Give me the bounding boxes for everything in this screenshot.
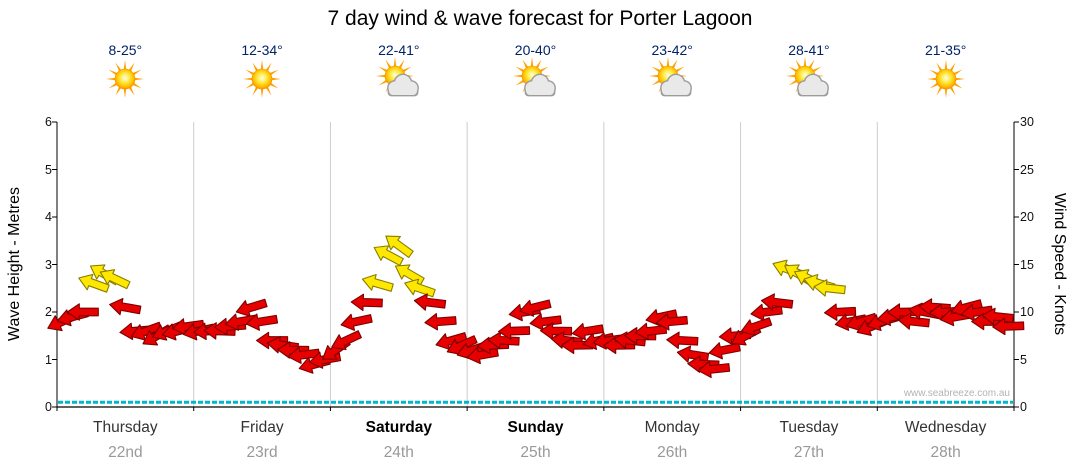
- day-label: Thursday: [93, 419, 158, 436]
- right-axis-tick-label: 10: [1020, 305, 1034, 319]
- wind-arrow: [130, 321, 163, 341]
- wind-arrow: [66, 303, 99, 321]
- date-label: 26th: [657, 444, 688, 461]
- left-axis-tick-label: 5: [45, 162, 52, 177]
- temperature-range: 8-25°: [108, 42, 143, 58]
- wind-arrow: [539, 322, 573, 340]
- day-label: Friday: [240, 419, 284, 436]
- wind-arrow: [435, 332, 468, 351]
- wind-arrow: [331, 330, 362, 351]
- temperature-range: 28-41°: [788, 42, 830, 58]
- partly-cloudy-icon: [371, 56, 427, 104]
- wind-arrow: [813, 279, 846, 297]
- wind-arrow: [529, 313, 562, 331]
- cloud-shape: [386, 73, 419, 97]
- wind-arrow: [277, 341, 310, 359]
- wind-arrow: [361, 273, 394, 292]
- day-label: Sunday: [507, 419, 564, 436]
- wind-arrow: [235, 298, 268, 317]
- wind-arrow: [897, 312, 930, 330]
- partly-cloudy-icon: [644, 56, 700, 104]
- sunny-icon: [97, 56, 153, 104]
- wind-arrow: [981, 307, 1015, 326]
- chart-title: 7 day wind & wave forecast for Porter La…: [327, 7, 753, 30]
- wind-arrow: [760, 293, 794, 311]
- cloud-shape: [523, 73, 556, 97]
- cloud-shape: [660, 73, 693, 97]
- date-label: 28th: [930, 444, 961, 461]
- left-axis-tick-label: 2: [45, 305, 52, 319]
- left-axis-tick-label: 1: [45, 352, 52, 367]
- wind-arrow: [287, 346, 321, 364]
- wind-arrow: [740, 317, 773, 336]
- wind-arrow: [992, 317, 1025, 336]
- temperature-range: 22-41°: [378, 42, 420, 58]
- wind-arrow: [78, 273, 110, 293]
- right-axis-tick-label: 20: [1020, 210, 1034, 224]
- wind-arrow: [676, 345, 710, 363]
- wind-arrow: [404, 278, 436, 298]
- cloud-shape: [797, 73, 829, 97]
- wind-arrow: [571, 322, 605, 341]
- day-label: Monday: [644, 419, 700, 436]
- wind-arrow: [519, 299, 552, 317]
- wind-arrow: [960, 303, 994, 322]
- right-axis-tick-label: 30: [1020, 115, 1034, 129]
- right-axis-tick-label: 25: [1020, 162, 1034, 177]
- left-axis-tick-label: 4: [45, 210, 52, 224]
- left-axis-tick-label: 3: [45, 257, 52, 272]
- temperature-range: 12-34°: [241, 42, 283, 58]
- wind-arrow: [497, 322, 531, 340]
- day-label: Tuesday: [779, 419, 839, 436]
- left-axis-tick-label: 6: [45, 115, 52, 129]
- watermark: www.seabreeze.com.au: [903, 388, 1010, 399]
- wind-arrow: [340, 313, 373, 331]
- wind-arrow: [655, 313, 689, 331]
- wind-arrow: [172, 318, 205, 336]
- day-label: Saturday: [365, 419, 432, 436]
- wind-arrow: [845, 312, 878, 332]
- wind-arrow: [487, 331, 520, 350]
- wind-arrow: [697, 360, 731, 379]
- sunny-icon: [234, 56, 290, 104]
- sunny-icon: [918, 56, 974, 104]
- wind-arrow: [109, 297, 142, 316]
- right-axis-tick-label: 5: [1020, 352, 1027, 367]
- partly-cloudy-icon: [781, 56, 837, 104]
- right-axis-tick-label: 15: [1020, 257, 1034, 272]
- date-label: 27th: [793, 444, 824, 461]
- wind-arrow: [385, 235, 414, 258]
- temperature-range: 21-35°: [924, 42, 967, 58]
- wind-arrow: [413, 293, 447, 311]
- partly-cloudy-icon: [508, 56, 564, 104]
- wind-arrow: [350, 293, 383, 312]
- wind-arrow: [224, 313, 257, 331]
- wind-arrow: [424, 313, 457, 331]
- wind-arrow: [823, 303, 857, 321]
- left-axis-tick-label: 0: [45, 400, 52, 414]
- wind-arrow: [666, 331, 699, 350]
- wind-arrow: [99, 269, 131, 290]
- date-label: 24th: [383, 444, 414, 461]
- day-label: Wednesday: [904, 419, 987, 436]
- temperature-range: 20-40°: [514, 42, 557, 58]
- date-label: 25th: [520, 444, 551, 461]
- temperature-range: 23-42°: [651, 42, 693, 58]
- wind-arrow: [245, 313, 279, 331]
- date-label: 23rd: [246, 444, 278, 461]
- right-axis-tick-label: 0: [1020, 400, 1027, 414]
- wind-arrow: [373, 245, 404, 266]
- date-label: 22nd: [108, 444, 143, 461]
